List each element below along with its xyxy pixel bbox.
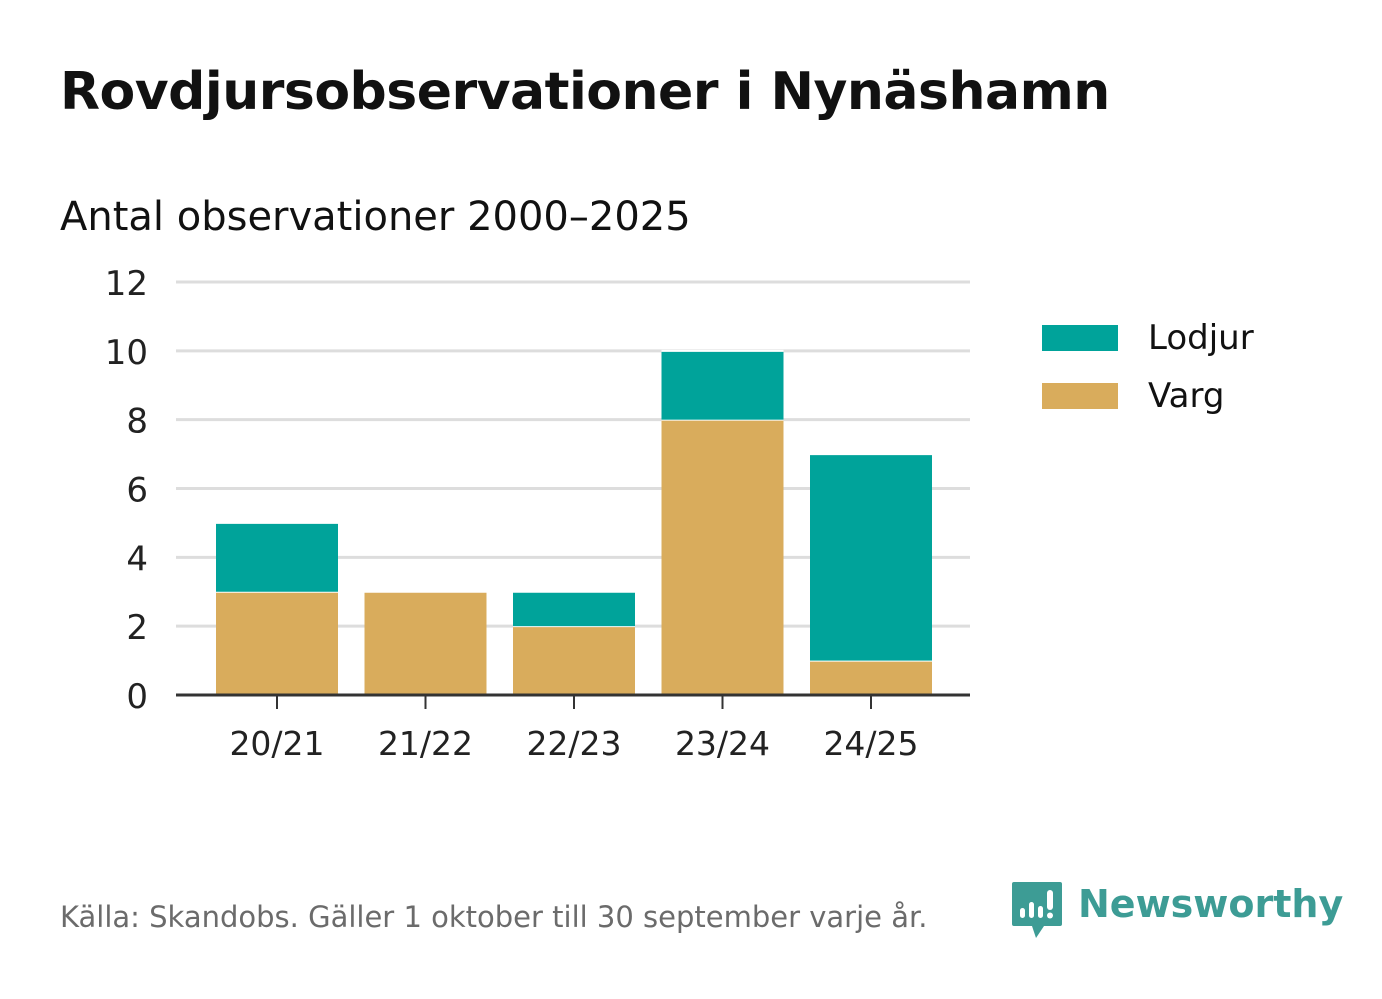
y-tick-label: 2 [126, 608, 148, 648]
bar-lodjur [810, 454, 932, 661]
bar-lodjur [661, 350, 784, 420]
newsworthy-logo-icon [1010, 880, 1064, 946]
x-tick-label: 23/24 [675, 724, 770, 763]
legend-swatch-lodjur [1042, 325, 1118, 351]
bar-varg [661, 419, 784, 695]
y-tick-label: 0 [126, 677, 148, 717]
legend: Lodjur Varg [1042, 316, 1254, 432]
chart-subtitle: Antal observationer 2000–2025 [60, 194, 691, 240]
y-tick-label: 4 [126, 539, 148, 579]
legend-item-varg: Varg [1042, 374, 1254, 418]
bar-varg [513, 626, 635, 695]
brand-name: Newsworthy [1078, 882, 1344, 926]
y-tick-label: 10 [105, 333, 148, 373]
x-tick-label: 21/22 [378, 724, 473, 763]
x-tick-label: 22/23 [526, 724, 621, 763]
bar-lodjur [513, 591, 635, 627]
x-tick-label: 24/25 [823, 724, 918, 763]
legend-label-varg: Varg [1148, 376, 1225, 416]
chart-title: Rovdjursobservationer i Nynäshamn [60, 62, 1110, 122]
source-note: Källa: Skandobs. Gäller 1 oktober till 3… [60, 900, 928, 934]
bar-varg [216, 591, 338, 695]
y-tick-label: 8 [126, 402, 148, 442]
bar-varg [364, 591, 487, 695]
legend-label-lodjur: Lodjur [1148, 318, 1254, 358]
x-tick-label: 20/21 [229, 724, 324, 763]
legend-item-lodjur: Lodjur [1042, 316, 1254, 360]
y-tick-label: 12 [105, 264, 148, 304]
brand: Newsworthy [1010, 880, 1343, 946]
legend-swatch-varg [1042, 383, 1118, 409]
bar-varg [810, 660, 932, 695]
bar-lodjur [216, 522, 338, 592]
y-tick-label: 6 [126, 471, 148, 511]
